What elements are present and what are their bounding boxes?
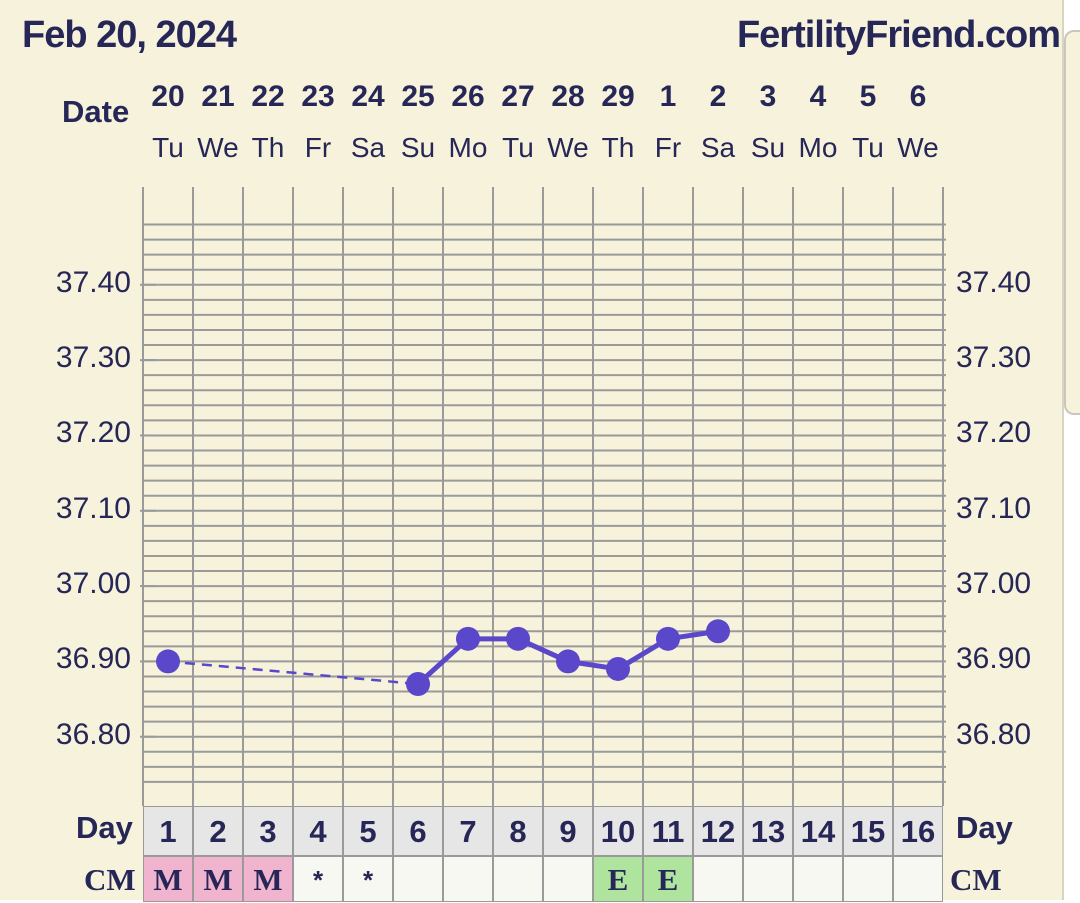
y-tick-label-left: 37.00 [55, 567, 131, 601]
temperature-point [656, 626, 680, 651]
day-of-week: We [897, 132, 939, 163]
temperature-line-dashed [167, 660, 419, 686]
cycle-day-cell[interactable]: 13 [743, 806, 793, 856]
chart-date: Feb 20, 2024 [22, 14, 237, 56]
y-tick-label-right: 37.20 [956, 416, 1032, 450]
cycle-day-cell[interactable]: 14 [793, 806, 843, 856]
temperature-point [606, 656, 630, 681]
day-of-week: Mo [798, 132, 838, 163]
date-number: 1 [659, 80, 677, 113]
cycle-day-cell[interactable]: 8 [493, 806, 543, 856]
cycle-day-cell[interactable]: 9 [543, 806, 593, 856]
y-tick-label-right: 37.10 [956, 491, 1032, 525]
day-of-week: Th [251, 132, 285, 163]
cycle-day-cell[interactable]: 12 [693, 806, 743, 856]
day-of-week: Tu [502, 132, 534, 163]
cm-cell[interactable] [843, 856, 893, 902]
date-number: 4 [809, 80, 827, 113]
day-of-week: Fr [304, 132, 332, 163]
temperature-point [706, 619, 730, 644]
date-number: 2 [709, 80, 727, 113]
cm-cell[interactable] [893, 856, 943, 902]
temperature-point [456, 626, 480, 651]
day-of-week: We [547, 132, 589, 163]
date-number: 21 [201, 80, 235, 113]
date-number: 29 [601, 80, 635, 113]
cm-cell[interactable] [543, 856, 593, 902]
y-tick-label-left: 36.80 [55, 717, 131, 751]
date-number: 28 [551, 80, 585, 113]
cm-cell[interactable]: * [293, 856, 343, 902]
cycle-day-cell[interactable]: 10 [593, 806, 643, 856]
temperature-point [156, 649, 180, 674]
cm-cell[interactable] [493, 856, 543, 902]
cycle-day-cell[interactable]: 2 [193, 806, 243, 856]
day-of-week: Th [601, 132, 635, 163]
side-panel-tab[interactable] [1064, 30, 1080, 415]
day-row-label-left: Day [76, 810, 133, 845]
cm-row-label-right: CM [950, 862, 1002, 897]
date-number: 27 [501, 80, 535, 113]
y-tick-label-left: 37.30 [55, 341, 131, 375]
cycle-day-cell[interactable]: 6 [393, 806, 443, 856]
cm-cell[interactable] [793, 856, 843, 902]
date-number: 5 [859, 80, 877, 113]
temperature-point [556, 649, 580, 674]
cycle-day-cell[interactable]: 7 [443, 806, 493, 856]
cycle-day-cell[interactable]: 1 [143, 806, 193, 856]
cm-row-label-left: CM [84, 862, 136, 897]
cycle-day-cell[interactable]: 5 [343, 806, 393, 856]
y-tick-label-left: 37.20 [55, 416, 131, 450]
date-number: 25 [401, 80, 435, 113]
cm-cell[interactable]: E [593, 856, 643, 902]
cycle-day-cell[interactable]: 3 [243, 806, 293, 856]
day-of-week: Tu [852, 132, 884, 163]
y-tick-label-right: 37.30 [956, 341, 1032, 375]
y-tick-label-left: 37.10 [55, 491, 131, 525]
cm-cell[interactable]: M [243, 856, 293, 902]
day-of-week: Tu [152, 132, 184, 163]
date-number: 6 [909, 80, 927, 113]
date-number: 24 [351, 80, 385, 113]
cycle-day-cell[interactable]: 4 [293, 806, 343, 856]
cycle-day-cell[interactable]: 16 [893, 806, 943, 856]
date-number: 23 [301, 80, 335, 113]
day-of-week: Sa [700, 132, 736, 163]
y-tick-label-left: 36.90 [55, 642, 131, 676]
temperature-point [506, 626, 530, 651]
y-tick-label-right: 37.00 [956, 567, 1032, 601]
date-number: 26 [451, 80, 485, 113]
cm-cell[interactable] [443, 856, 493, 902]
y-tick-label-right: 37.40 [956, 265, 1032, 299]
day-row-label-right: Day [956, 810, 1013, 845]
cm-cell[interactable] [393, 856, 443, 902]
day-of-week: Fr [654, 132, 682, 163]
day-of-week: We [197, 132, 239, 163]
site-name[interactable]: FertilityFriend.com [736, 14, 1061, 56]
y-tick-label-right: 36.90 [956, 642, 1032, 676]
cm-cell[interactable]: M [143, 856, 193, 902]
date-number: 22 [251, 80, 285, 113]
cm-cell[interactable] [693, 856, 743, 902]
temperature-point [406, 672, 430, 697]
y-tick-label-right: 36.80 [956, 717, 1032, 751]
cm-cell[interactable] [743, 856, 793, 902]
cm-cell[interactable]: M [193, 856, 243, 902]
date-number: 3 [759, 80, 777, 113]
date-number: 20 [151, 80, 185, 113]
cm-cell[interactable]: E [643, 856, 693, 902]
cycle-day-cell[interactable]: 11 [643, 806, 693, 856]
day-of-week: Su [750, 132, 786, 163]
y-tick-label-left: 37.40 [55, 265, 131, 299]
date-row-label: Date [62, 94, 130, 129]
day-of-week: Mo [448, 132, 488, 163]
cm-cell[interactable]: * [343, 856, 393, 902]
cycle-day-cell[interactable]: 15 [843, 806, 893, 856]
day-of-week: Sa [350, 132, 386, 163]
day-of-week: Su [400, 132, 436, 163]
temperature-chart [140, 187, 946, 806]
